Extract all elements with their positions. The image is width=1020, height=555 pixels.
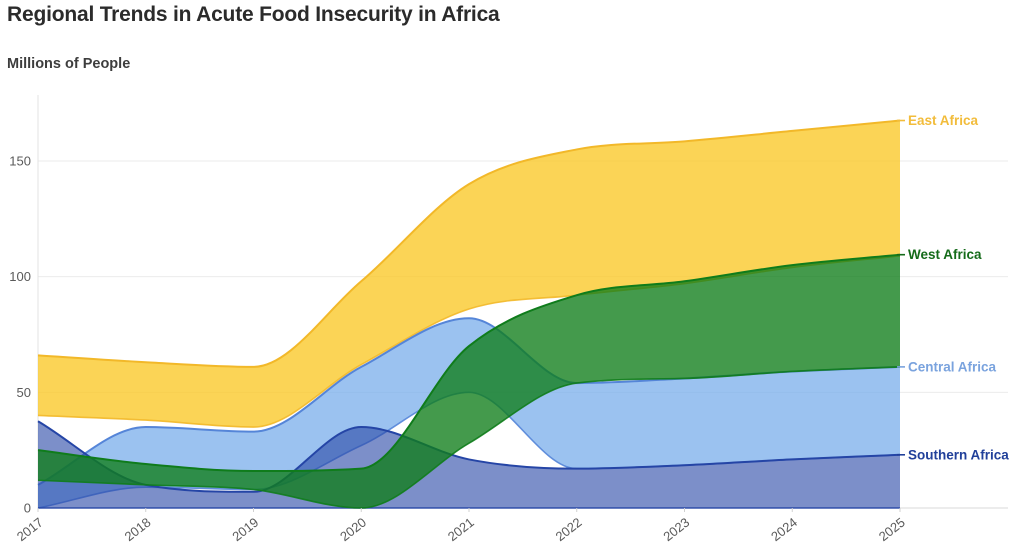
x-axis-tick-label: 2017 [14,515,46,545]
x-axis-tick-label: 2022 [553,515,585,545]
series-label-west-africa: West Africa [908,247,982,262]
x-axis-tick-label: 2019 [229,515,261,545]
x-axis-tick-label: 2021 [445,515,477,545]
x-axis-tick-label: 2018 [122,515,154,545]
area-top-edge-west-africa [37,253,901,472]
area-central-africa [38,318,900,508]
series-label-east-africa: East Africa [908,113,979,128]
x-axis-tick-label: 2024 [768,515,800,545]
area-top-edge-southern-africa [37,420,901,493]
chart-title: Regional Trends in Acute Food Insecurity… [7,3,500,26]
area-east-africa [38,120,900,428]
y-axis-tick-label: 50 [17,385,31,400]
area-southern-africa [38,421,900,508]
series-label-central-africa: Central Africa [908,359,997,374]
x-axis-tick-label: 2020 [337,515,369,545]
y-axis-tick-label: 0 [24,501,31,516]
x-axis-tick-label: 2023 [660,515,692,545]
y-axis-tick-label: 100 [9,269,31,284]
chart-subtitle: Millions of People [7,56,131,72]
y-axis-tick-label: 150 [9,154,31,169]
series-label-southern-africa: Southern Africa [908,447,1009,462]
x-axis-tick-label: 2025 [876,515,908,545]
area-west-africa [38,254,900,508]
area-top-edge-east-africa [37,119,901,368]
area-bottom-edge-west-africa [37,366,901,509]
